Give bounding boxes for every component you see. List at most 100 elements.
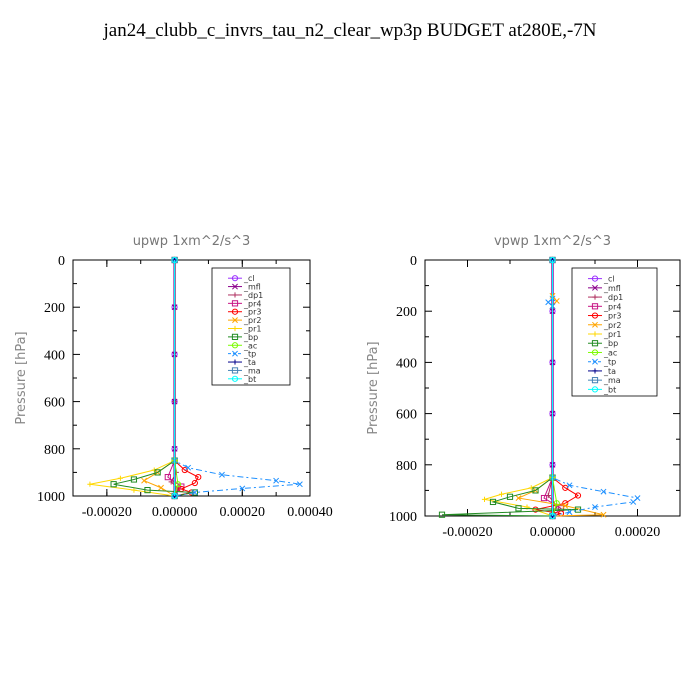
series-point xyxy=(566,509,573,516)
legend-label: _pr4 xyxy=(603,302,621,311)
legend-marker xyxy=(591,377,599,384)
legend-label: _ma xyxy=(603,376,621,385)
series-point xyxy=(191,489,198,496)
series-bp xyxy=(438,256,582,520)
legend-marker xyxy=(592,321,598,328)
legend-label: _bp xyxy=(603,339,618,348)
series-point xyxy=(219,471,225,478)
legend-label: _cl xyxy=(603,275,615,284)
series-point xyxy=(549,256,556,264)
legend: _cl_mfl_dp1_pr4_pr3_pr2_pr1_bp_ac_tp_ta_… xyxy=(211,267,291,386)
series-point xyxy=(273,477,280,484)
series-pr1 xyxy=(481,257,556,519)
legend-marker xyxy=(232,292,238,298)
series-line xyxy=(143,260,176,497)
legend-box xyxy=(211,267,291,386)
series-point xyxy=(174,481,182,488)
series-point xyxy=(164,474,171,481)
series-point xyxy=(171,492,178,500)
series-point xyxy=(130,476,138,483)
series-point xyxy=(562,484,569,491)
y-tick-label: 1000 xyxy=(37,490,65,505)
series-point xyxy=(158,484,164,491)
series-point xyxy=(117,475,123,481)
legend-label: _pr3 xyxy=(603,312,621,321)
series-line xyxy=(484,260,553,517)
x-tick-label: -0.00020 xyxy=(82,505,132,520)
y-tick-label: 600 xyxy=(44,396,65,411)
page-title: jan24_clubb_c_invrs_tau_n2_clear_wp3p BU… xyxy=(103,20,597,41)
legend-marker xyxy=(592,368,598,374)
x-tick-label: 0.00040 xyxy=(287,505,333,520)
legend-marker xyxy=(231,367,239,374)
x-tick-label: 0.00000 xyxy=(530,525,576,540)
chart-title-vpwp: vpwp 1xm^2/s^3 xyxy=(494,234,611,249)
legend-marker xyxy=(592,294,598,300)
y-tick-label: 400 xyxy=(44,348,65,363)
chart-vpwp: vpwp 1xm^2/s^3 Pressure [hPa] 0 200 400 600… xyxy=(366,234,681,540)
legend-marker xyxy=(232,359,238,365)
series-line xyxy=(89,260,176,497)
legend: _cl_mfl_dp1_pr4_pr3_pr2_pr1_bp_ac_tp_ta_… xyxy=(571,267,658,397)
x-tick-label: -0.00020 xyxy=(442,525,492,540)
y-axis-label-upwp: Pressure [hPa] xyxy=(14,331,29,424)
series-pr1 xyxy=(87,257,178,499)
legend-marker xyxy=(232,317,238,324)
y-tick-label: 800 xyxy=(44,443,65,458)
series-point xyxy=(195,474,202,481)
series-point xyxy=(438,511,446,518)
legend-marker xyxy=(591,386,599,393)
legend-label: _pr2 xyxy=(603,321,621,330)
series-line xyxy=(441,260,579,517)
x-tick-label: 0.00020 xyxy=(615,525,661,540)
legend-marker xyxy=(231,300,239,307)
legend-marker xyxy=(591,349,599,356)
series-point xyxy=(592,504,598,510)
legend-marker xyxy=(592,358,598,365)
series-line xyxy=(113,260,195,497)
series-bt xyxy=(171,256,178,500)
legend-marker xyxy=(591,275,599,282)
legend-marker xyxy=(231,333,239,340)
series-point xyxy=(515,495,522,502)
series-point xyxy=(553,298,560,304)
series-point xyxy=(239,485,246,492)
series-point xyxy=(144,487,151,494)
legend-label: _bt xyxy=(603,385,616,394)
series-point xyxy=(498,491,505,497)
legend-label: _ac xyxy=(603,348,617,357)
legend-label: _ma xyxy=(243,366,261,375)
legend-label: _pr1 xyxy=(243,325,261,334)
legend-marker xyxy=(231,275,239,282)
legend-label: _pr2 xyxy=(243,316,261,325)
legend-label: _mfl xyxy=(243,283,261,292)
y-tick-label: 0 xyxy=(58,254,65,269)
legend-box xyxy=(571,267,658,397)
legend-label: _tp xyxy=(603,358,616,367)
series-point xyxy=(600,488,607,495)
y-tick-label: 600 xyxy=(396,408,417,423)
legend-label: _pr1 xyxy=(603,330,621,339)
legend-marker xyxy=(591,312,599,319)
legend-label: _cl xyxy=(243,274,255,283)
legend-label: _pr3 xyxy=(243,308,261,317)
series-point xyxy=(562,502,569,509)
legend-label: _ta xyxy=(243,358,256,367)
series-point xyxy=(181,466,188,474)
legend-marker xyxy=(592,331,598,337)
chart-upwp: upwp 1xm^2/s^3 Pressure [hPa] 0 200 400 600… xyxy=(14,234,333,520)
x-tick-label: 0.00000 xyxy=(152,505,198,520)
series-bp xyxy=(110,256,198,500)
legend-label: _pr4 xyxy=(243,299,261,308)
series-point xyxy=(154,469,161,476)
legend-marker xyxy=(592,284,598,291)
series-point xyxy=(506,493,514,500)
x-tick-label: 0.00020 xyxy=(220,505,266,520)
legend-marker xyxy=(232,325,238,332)
y-tick-label: 200 xyxy=(44,301,65,316)
series-point xyxy=(131,487,137,493)
y-tick-label: 200 xyxy=(396,305,417,320)
series-point xyxy=(553,500,560,507)
legend-label: _mfl xyxy=(603,284,621,293)
